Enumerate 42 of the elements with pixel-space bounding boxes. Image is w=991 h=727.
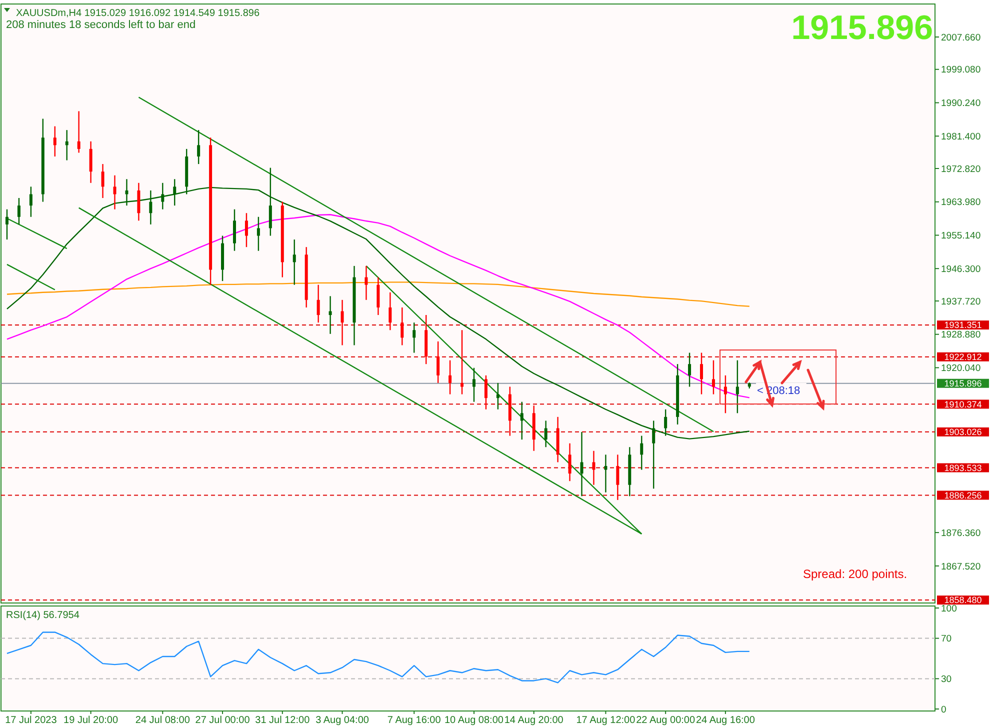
- x-tick-label: 22 Aug 00:00: [636, 715, 696, 726]
- y-tick-label: 1937.720: [941, 296, 981, 308]
- ref-line-label: 1910.374: [944, 399, 982, 410]
- x-tick-label: 24 Jul 08:00: [135, 715, 190, 726]
- ref-line-label: 1893.533: [944, 462, 982, 473]
- y-tick-label: 1981.400: [941, 131, 981, 142]
- y-tick-label: 1867.520: [941, 561, 981, 572]
- x-tick-label: 17 Aug 12:00: [576, 715, 636, 726]
- y-tick-label: 1955.140: [941, 230, 981, 242]
- y-tick-label: 1946.300: [941, 264, 981, 275]
- ref-line-label: 1915.896: [944, 378, 982, 388]
- chart-title: RSI(14) 56.7954: [6, 610, 80, 621]
- text: 1915.896: [791, 9, 933, 47]
- chart-title: XAUUSDm,H4 1915.029 1916.092 1914.549 1915.896: [16, 8, 260, 19]
- ref-line-label: 1858.480: [944, 595, 982, 606]
- y-tick-label: 70: [941, 634, 952, 645]
- annotation: 208 minutes 18 seconds left to bar end: [6, 19, 196, 31]
- y-tick-label: 1928.880: [941, 330, 981, 341]
- y-tick-label: 100: [941, 603, 957, 614]
- y-tick-label: 1963.980: [941, 197, 981, 208]
- x-tick-label: 31 Jul 12:00: [255, 715, 310, 726]
- x-tick-label: 3 Aug 04:00: [316, 715, 370, 726]
- x-tick-label: 27 Jul 00:00: [195, 715, 250, 726]
- y-tick-label: 1876.360: [941, 528, 981, 539]
- y-tick-label: 1999.080: [941, 64, 981, 76]
- ref-line-label: 1903.026: [944, 427, 982, 438]
- x-tick-label: 17 Jul 2023: [5, 715, 58, 726]
- x-tick-label: 24 Aug 16:00: [696, 715, 756, 726]
- x-tick-label: 7 Aug 16:00: [387, 715, 442, 726]
- x-tick-label: 19 Jul 20:00: [64, 715, 118, 726]
- ref-line-label: 1922.912: [944, 352, 982, 362]
- y-tick-label: 1990.240: [941, 98, 981, 110]
- x-tick-label: 10 Aug 08:00: [444, 715, 504, 726]
- text: Spread: 200 points.: [803, 567, 908, 581]
- y-tick-label: 0: [941, 704, 946, 716]
- y-tick-label: 30: [941, 674, 952, 686]
- y-tick-label: 2007.660: [941, 32, 981, 44]
- y-tick-label: 1920.040: [941, 363, 981, 374]
- y-tick-label: 1972.820: [941, 164, 981, 175]
- x-tick-label: 14 Aug 20:00: [504, 715, 564, 726]
- ref-line-label: 1886.256: [944, 490, 982, 500]
- ref-line-label: 1931.351: [944, 320, 982, 330]
